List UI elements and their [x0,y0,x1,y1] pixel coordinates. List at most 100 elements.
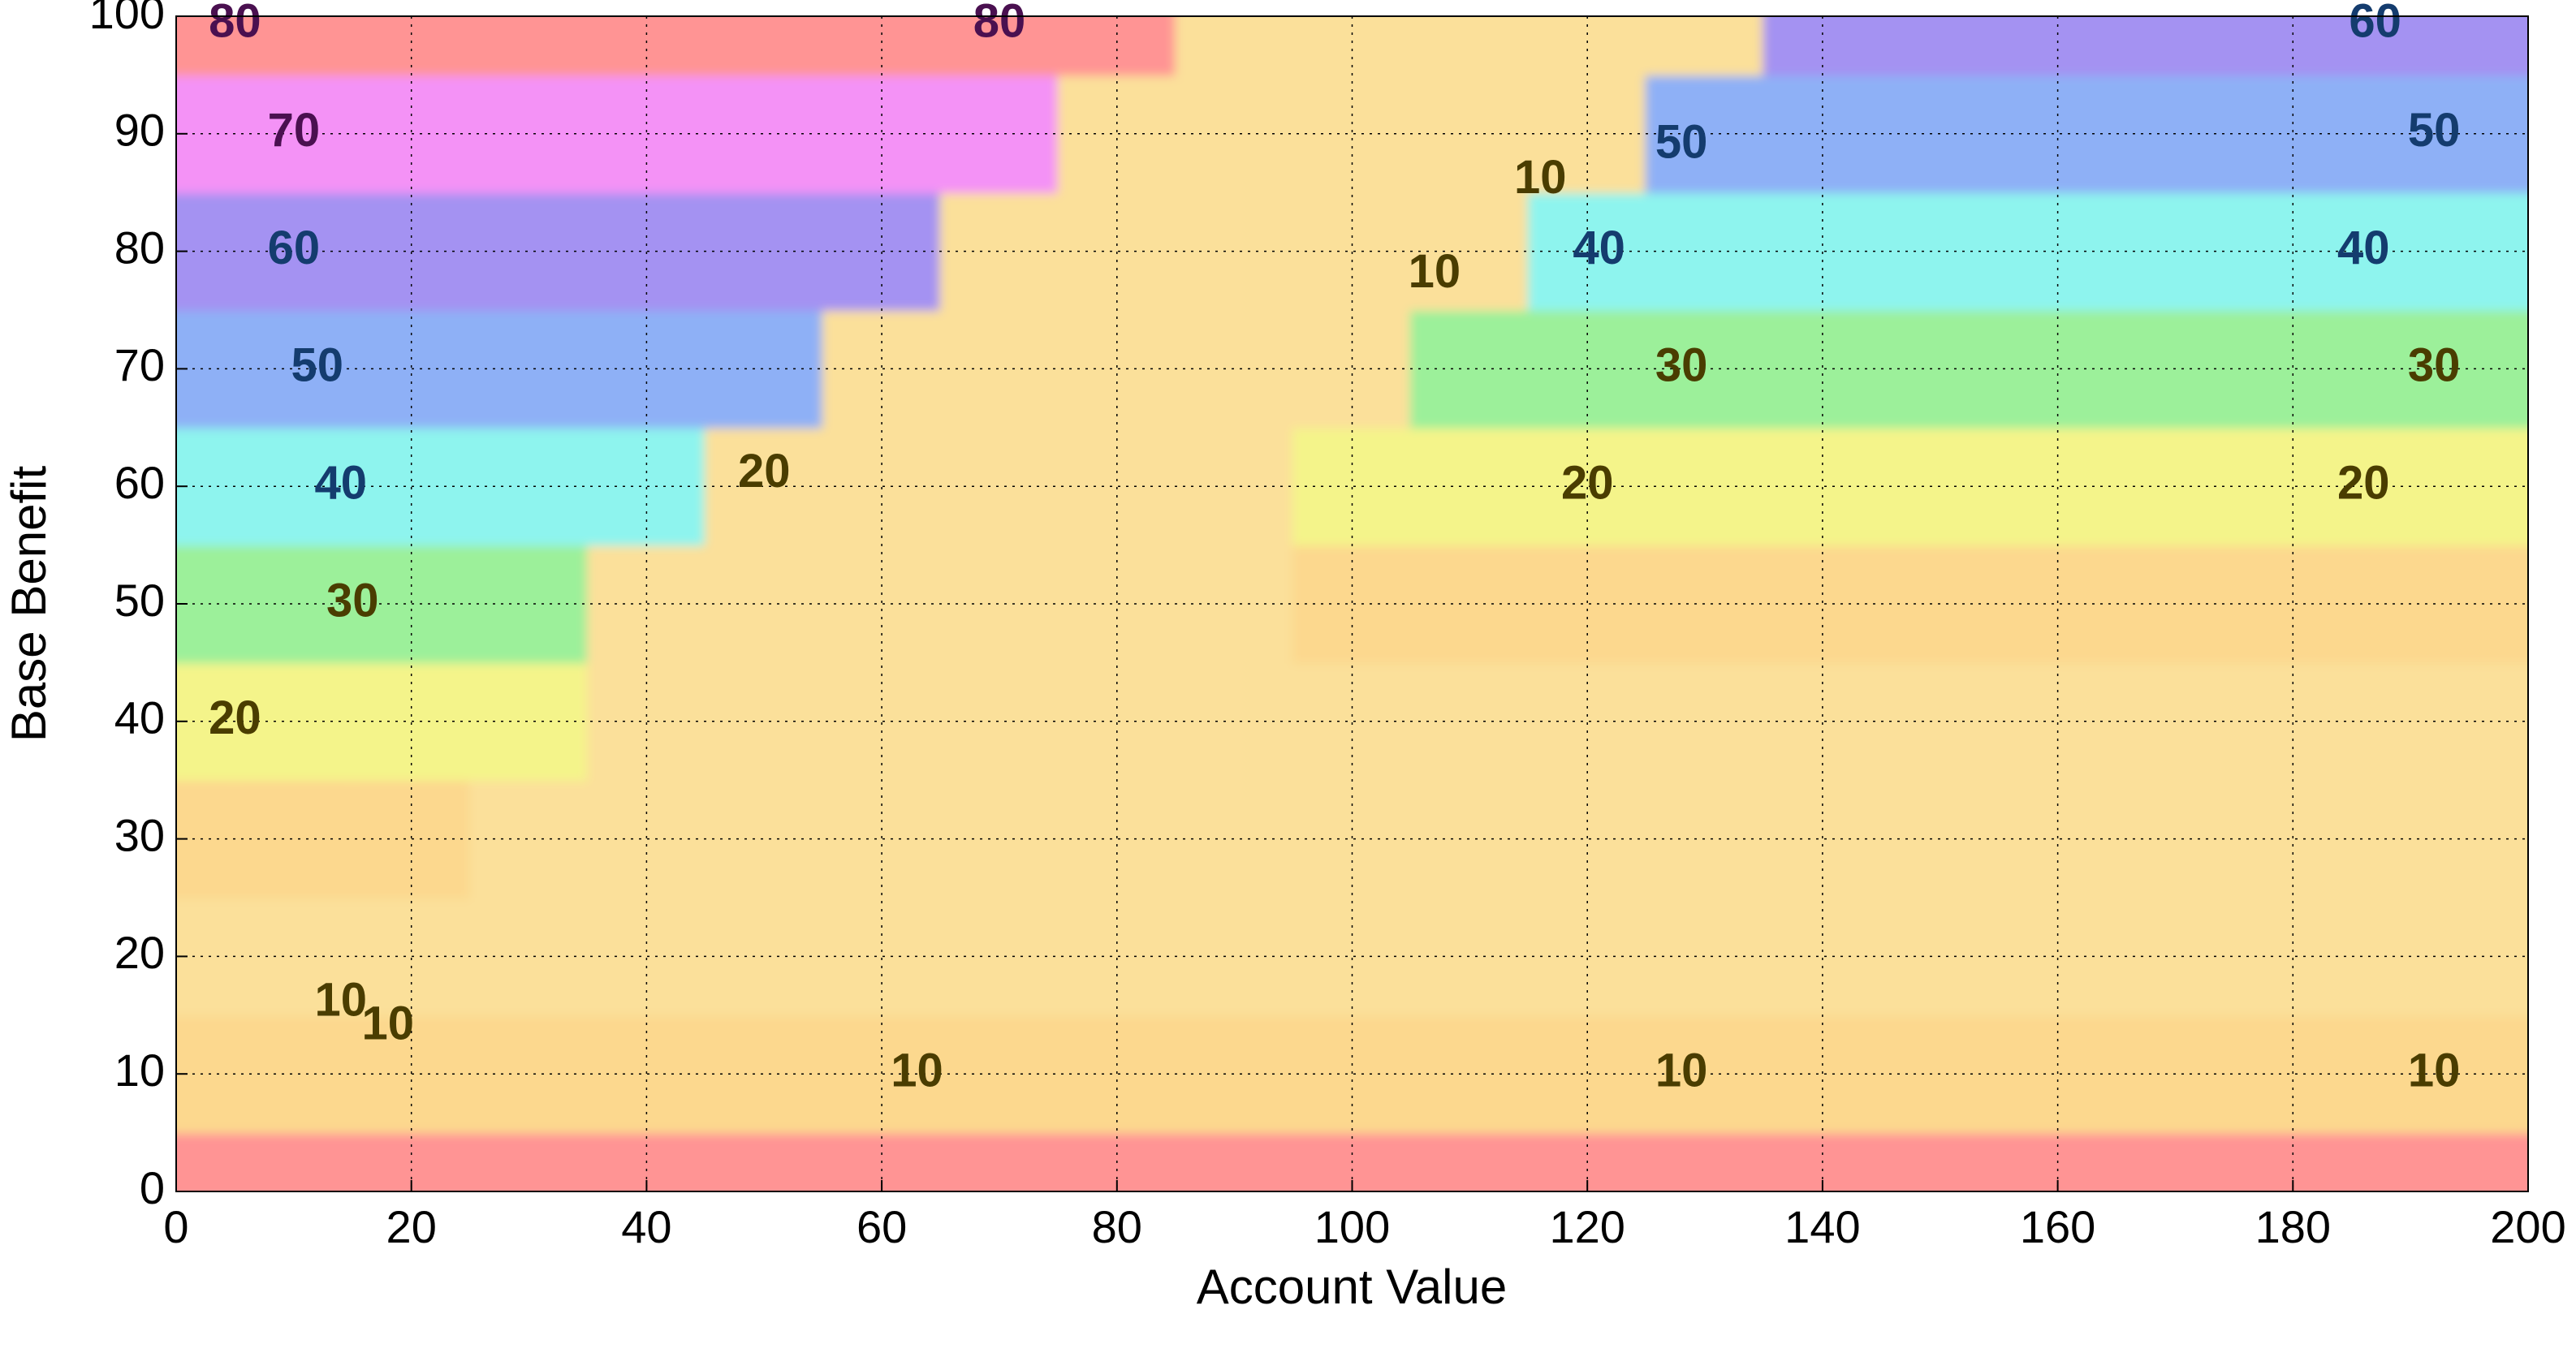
field-cell [469,779,589,898]
field-cell [2468,661,2528,782]
contour-label: 80 [973,0,1026,47]
contour-label: 10 [891,1045,943,1097]
field-cell [1763,309,1883,429]
field-cell [469,897,589,1016]
field-cell [704,1014,824,1134]
field-cell [2468,897,2528,1016]
contour-label: 40 [315,457,368,510]
field-cell [234,309,354,429]
field-cell [234,1014,354,1134]
field-cell [704,544,824,664]
field-cell [2233,661,2353,782]
x-tick-label: 140 [1784,1201,1860,1252]
field-cell [469,1131,589,1191]
field-cell [1292,897,1412,1016]
field-cell [469,661,589,782]
field-cell [1645,1131,1765,1191]
field-cell [1998,16,2118,76]
x-tick-label: 100 [1314,1201,1390,1252]
field-cell [1880,1131,2000,1191]
y-tick-label: 40 [114,692,165,743]
field-cell [234,897,354,1016]
field-cell [1645,16,1765,76]
field-cell [234,16,354,76]
field-cell [2468,309,2528,429]
field-cell [1175,1131,1295,1191]
field-cell [2468,544,2528,664]
y-tick-label: 20 [114,927,165,978]
field-cell [2468,16,2528,76]
y-tick-label: 0 [140,1162,165,1213]
field-cell [1527,897,1647,1016]
contour-label: 10 [2408,1045,2461,1097]
contour-label: 30 [2408,339,2461,392]
field-cell [2233,897,2353,1016]
field-cell [2233,309,2353,429]
field-cell [704,779,824,898]
field-cell [2468,426,2528,546]
field-cell [469,309,589,429]
field-cell [176,1131,236,1191]
y-tick-label: 10 [114,1045,165,1096]
field-cell [234,192,354,311]
contour-label: 80 [209,0,261,47]
field-cell [1057,897,1177,1016]
field-cell [939,1131,1059,1191]
x-tick-label: 40 [621,1201,671,1252]
field-cell [1057,74,1177,194]
field-cell [2116,1131,2235,1191]
field-cell [1292,661,1412,782]
field-cell [2468,1131,2528,1191]
contour-label: 70 [268,104,321,157]
field-cell [1763,74,1883,194]
field-cell [2468,74,2528,194]
field-cell [2350,16,2470,76]
field-cell [704,309,824,429]
field-cell [1292,16,1412,76]
field-cell [586,16,706,76]
field-cell [2233,74,2353,194]
field-cell [1527,661,1647,782]
contour-label: 60 [2349,0,2401,47]
field-cell [2468,779,2528,898]
field-cell [1527,74,1647,194]
field-cell [1763,16,1883,76]
contour-field [176,16,2528,1191]
field-cell [939,16,1059,76]
contour-label: 10 [1409,245,1461,298]
contour-label: 50 [2408,104,2461,157]
contour-label: 40 [2337,222,2390,274]
field-cell [1763,661,1883,782]
x-tick-label: 180 [2255,1201,2331,1252]
x-tick-label: 120 [1549,1201,1625,1252]
field-cell [822,16,942,76]
contour-label: 20 [738,445,791,498]
field-cell [469,426,589,546]
field-cell [352,16,472,76]
field-cell [1527,16,1647,76]
y-tick-label: 30 [114,809,165,860]
y-tick-label: 80 [114,222,165,273]
field-cell [1057,16,1177,76]
field-cell [1527,309,1647,429]
field-cell [704,426,824,546]
field-cell [469,16,589,76]
field-cell [1998,897,2118,1016]
field-cell [1998,309,2118,429]
ticks: 0 20 40 60 80 100 120 140 160 180 200 0 10 20 30 40 50 60… [89,0,2566,1252]
contour-label: 10 [1514,151,1567,204]
field-cell [1880,16,2000,76]
field-cell [176,16,236,76]
field-cell [2233,16,2353,76]
field-cell [1292,74,1412,194]
field-cell [469,74,589,194]
contour-label: 50 [291,339,344,392]
contour-label: 10 [1655,1045,1708,1097]
field-cell [234,779,354,898]
x-tick-label: 80 [1092,1201,1142,1252]
y-tick-label: 90 [114,105,165,156]
contour-label: 60 [268,222,321,274]
field-cell [1998,661,2118,782]
field-cell [2350,1131,2470,1191]
